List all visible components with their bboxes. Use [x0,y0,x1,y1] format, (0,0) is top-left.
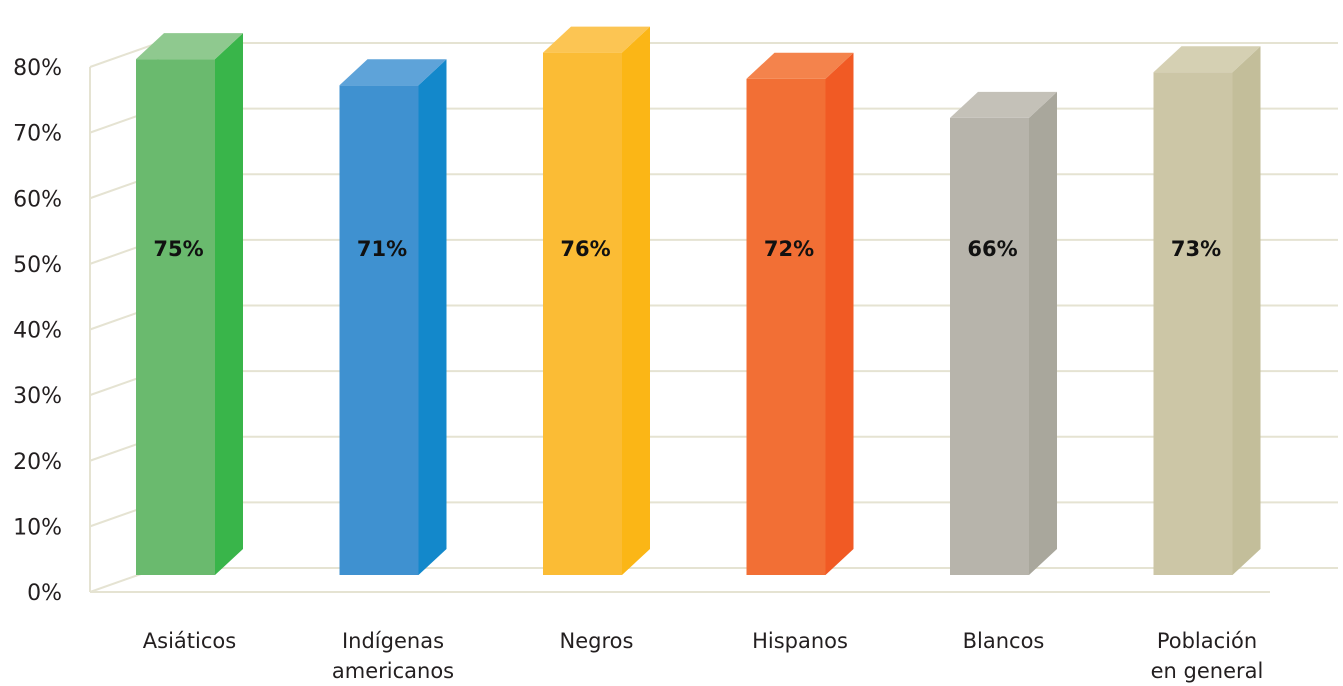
category-label: Población en general [1151,629,1264,683]
bar [339,59,447,575]
y-tick-label: 20% [13,450,62,475]
bar-side [1029,91,1057,575]
x-axis-category-labels: Asiáticos Indígenas americanos Negros Hispan… [143,629,1264,683]
bar-top [339,59,447,86]
bar [136,33,243,576]
bar-side [825,52,854,575]
bars [136,26,1261,576]
y-tick-label: 50% [13,253,62,278]
bar-top [1153,46,1261,73]
category-label: Asiáticos [143,629,236,653]
category-label: Negros [560,629,634,653]
bar-front [136,59,215,576]
bar [1153,46,1261,576]
bar-side [215,33,243,576]
data-label: 72% [764,237,814,261]
bar-top [950,91,1057,118]
y-tick-label: 70% [13,122,62,147]
bar-front [746,78,826,576]
y-tick-label: 40% [13,319,62,344]
bar-side [1232,46,1261,576]
y-tick-label: 60% [13,187,62,212]
bar-front [1153,72,1233,576]
y-axis-tick-labels: 0% 10% 20% 30% 40% 50% 60% 70% 80% [13,56,62,606]
data-label: 75% [153,237,203,261]
bar-side [622,26,650,575]
bar-top [746,52,854,79]
bar-top [136,33,243,60]
category-label: Hispanos [752,629,848,653]
bar-side [418,59,447,575]
y-tick-label: 30% [13,384,62,409]
category-label: Indígenas americanos [332,629,454,683]
bar [746,52,854,576]
y-tick-label: 0% [27,581,62,606]
bar-front [339,85,419,575]
data-label: 71% [357,237,407,261]
bar [950,91,1057,575]
data-label: 73% [1171,237,1221,261]
category-label: Blancos [963,629,1045,653]
gridlines [89,42,1338,593]
bar-top [543,26,650,53]
bar-front [950,117,1029,575]
y-tick-label: 80% [13,56,62,81]
bar-front [543,52,622,575]
bar [543,26,650,575]
gridline-depth [89,42,159,68]
data-labels: 75% 71% 76% 72% 66% 73% [153,237,1221,261]
data-label: 76% [560,237,610,261]
y-tick-label: 10% [13,515,62,540]
data-label: 66% [967,237,1017,261]
